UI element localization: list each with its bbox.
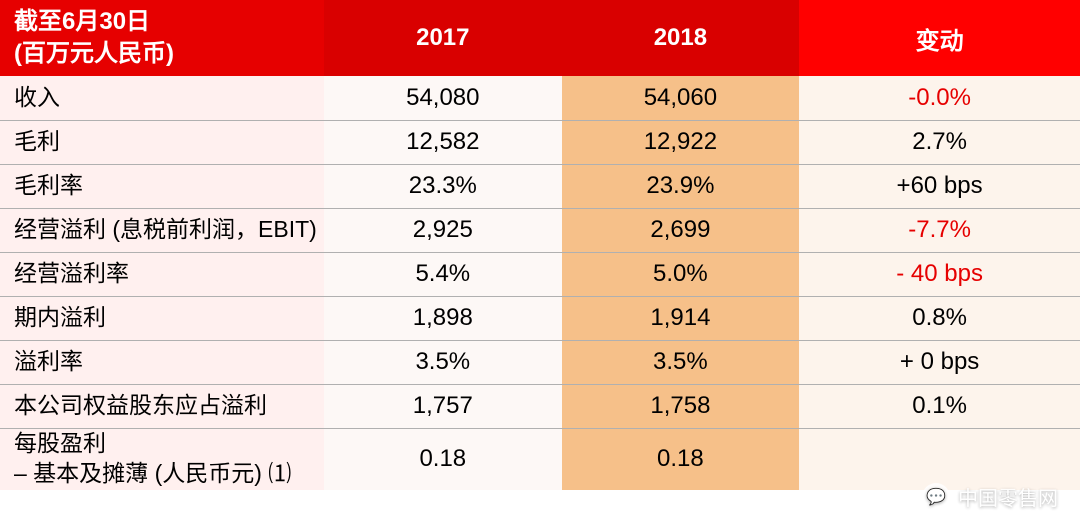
cell-change	[799, 428, 1080, 490]
wechat-icon: 💬	[922, 483, 950, 511]
table-row: 毛利12,58212,9222.7%	[0, 120, 1080, 164]
table-body: 收入54,08054,060-0.0%毛利12,58212,9222.7%毛利率…	[0, 76, 1080, 490]
table-row: 经营溢利 (息税前利润，EBIT)2,9252,699-7.7%	[0, 208, 1080, 252]
cell-2018: 0.18	[562, 428, 800, 490]
header-period-line1: 截至6月30日	[14, 6, 324, 38]
row-label: 毛利	[0, 120, 324, 164]
row-label: 每股盈利– 基本及摊薄 (人民币元) ⑴	[0, 428, 324, 490]
cell-change: -0.0%	[799, 76, 1080, 120]
table-row: 毛利率23.3%23.9%+60 bps	[0, 164, 1080, 208]
cell-2017: 23.3%	[324, 164, 562, 208]
cell-2017: 5.4%	[324, 252, 562, 296]
cell-2017: 1,898	[324, 296, 562, 340]
cell-2018: 54,060	[562, 76, 800, 120]
watermark: 💬 中国零售网	[922, 482, 1058, 511]
cell-2017: 3.5%	[324, 340, 562, 384]
row-label: 收入	[0, 76, 324, 120]
table-row: 每股盈利– 基本及摊薄 (人民币元) ⑴0.180.18	[0, 428, 1080, 490]
header-change: 变动	[799, 0, 1080, 76]
cell-change: 2.7%	[799, 120, 1080, 164]
cell-2018: 23.9%	[562, 164, 800, 208]
header-period: 截至6月30日 (百万元人民币)	[0, 0, 324, 76]
row-label: 经营溢利率	[0, 252, 324, 296]
header-2018: 2018	[562, 0, 800, 76]
row-label: 本公司权益股东应占溢利	[0, 384, 324, 428]
cell-2017: 12,582	[324, 120, 562, 164]
row-label: 经营溢利 (息税前利润，EBIT)	[0, 208, 324, 252]
table-row: 本公司权益股东应占溢利1,7571,7580.1%	[0, 384, 1080, 428]
cell-change: - 40 bps	[799, 252, 1080, 296]
table-header-row: 截至6月30日 (百万元人民币) 2017 2018 变动	[0, 0, 1080, 76]
cell-change: +60 bps	[799, 164, 1080, 208]
cell-2017: 2,925	[324, 208, 562, 252]
cell-2017: 0.18	[324, 428, 562, 490]
table-row: 经营溢利率5.4%5.0%- 40 bps	[0, 252, 1080, 296]
header-period-line2: (百万元人民币)	[14, 38, 324, 70]
cell-change: -7.7%	[799, 208, 1080, 252]
table-row: 期内溢利1,8981,9140.8%	[0, 296, 1080, 340]
cell-2018: 5.0%	[562, 252, 800, 296]
watermark-text: 中国零售网	[958, 482, 1058, 511]
row-label-line2: – 基本及摊薄 (人民币元) ⑴	[14, 459, 324, 489]
financial-table-container: 截至6月30日 (百万元人民币) 2017 2018 变动 收入54,08054…	[0, 0, 1080, 525]
table-row: 收入54,08054,060-0.0%	[0, 76, 1080, 120]
cell-change: 0.8%	[799, 296, 1080, 340]
cell-2018: 1,758	[562, 384, 800, 428]
cell-change: 0.1%	[799, 384, 1080, 428]
header-2017: 2017	[324, 0, 562, 76]
cell-2018: 2,699	[562, 208, 800, 252]
table-row: 溢利率3.5%3.5%+ 0 bps	[0, 340, 1080, 384]
row-label: 溢利率	[0, 340, 324, 384]
row-label-line1: 每股盈利	[14, 429, 324, 459]
row-label: 毛利率	[0, 164, 324, 208]
cell-2017: 1,757	[324, 384, 562, 428]
cell-change: + 0 bps	[799, 340, 1080, 384]
row-label: 期内溢利	[0, 296, 324, 340]
cell-2018: 12,922	[562, 120, 800, 164]
cell-2017: 54,080	[324, 76, 562, 120]
financial-table: 截至6月30日 (百万元人民币) 2017 2018 变动 收入54,08054…	[0, 0, 1080, 490]
cell-2018: 3.5%	[562, 340, 800, 384]
cell-2018: 1,914	[562, 296, 800, 340]
